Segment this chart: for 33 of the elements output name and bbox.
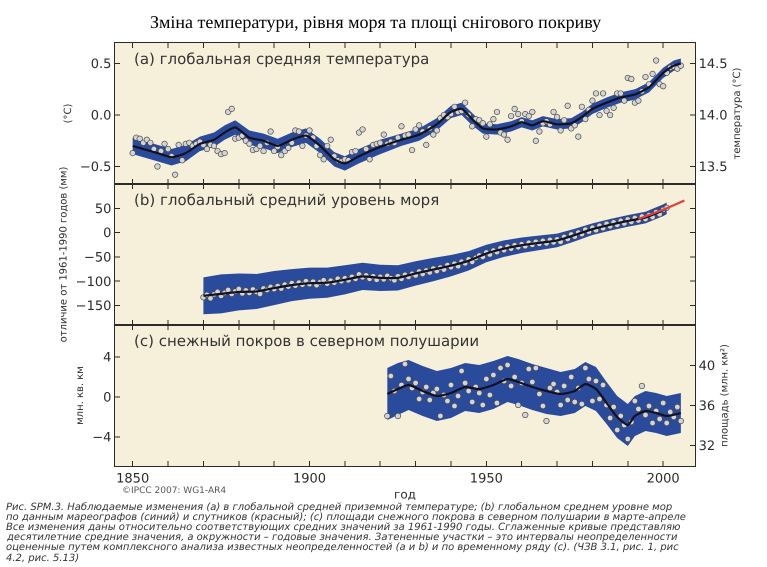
y-tick-label: 0.5 (90, 57, 112, 72)
text: ©IPCC 2007: WG1-AR4 (122, 486, 226, 496)
y-tick-label: 0 (103, 390, 112, 406)
y2-tick-label: 32 (698, 439, 716, 454)
text: (b) глобальный средний уровень моря (134, 191, 440, 209)
text: (c) снежный покров в северном полушарии (134, 332, 480, 350)
y-tick-label: −50 (84, 250, 112, 266)
y-tick-label: 4 (103, 350, 112, 366)
y-tick-label: −100 (76, 274, 112, 290)
y2-tick-label: 14.5 (698, 57, 728, 72)
y-tick-label: −0.5 (80, 160, 112, 176)
y2-axis-title: площадь (млн. км²) (720, 344, 731, 447)
y-tick-label: −4 (92, 430, 112, 446)
x-tick-label: 1950 (470, 472, 503, 487)
y-axis-title: млн. кв. км (75, 366, 86, 425)
y2-tick-label: 40 (698, 359, 716, 374)
y-tick-label: 0 (103, 226, 112, 242)
y-tick-label: −150 (76, 299, 112, 314)
text: (a) глобальная средняя температура (134, 50, 430, 68)
x-tick-label: 1850 (116, 472, 150, 487)
y-axis-title: отличие от 1961-1990 годов (мм) (58, 166, 70, 342)
x-axis-title: год (394, 488, 416, 502)
text: Рис. SPM.3. Наблюдаемые изменения (a) в глобальной средней приземной температуре; (b) глобальном среднем уровне мор по данным мареографов (синий) и спутников (красный); (c) площади снежного покрова в северном полушарии в марте-апреле Все изменения даны относительно соответствующих средних значений за 1961-1990 годы. Сглаженные кривые представляю десятилетние средние значения, а окружности – годовые значения. Затененные участки – это интервалы неопределенности оцененные путем комплексного анализа известных неопределенностей (a и b) и по временному ряду (c). (ЧЗВ 3.1, рис. 1, рис 4.2, рис. 5.13) (6, 502, 686, 564)
x-tick-label: 1900 (292, 472, 326, 487)
text: Зміна температури, рівня моря та площі снігового покриву (150, 12, 602, 32)
y2-axis-title: температура (°C) (732, 67, 744, 160)
y-tick-label: 50 (94, 202, 112, 217)
y-tick-label: 0.0 (90, 108, 112, 124)
y2-tick-label: 13.5 (698, 160, 728, 176)
y2-tick-label: 14.0 (698, 108, 728, 124)
x-tick-label: 2000 (646, 472, 680, 487)
y-axis-title: (°C) (62, 104, 74, 124)
y2-tick-label: 36 (698, 399, 716, 414)
